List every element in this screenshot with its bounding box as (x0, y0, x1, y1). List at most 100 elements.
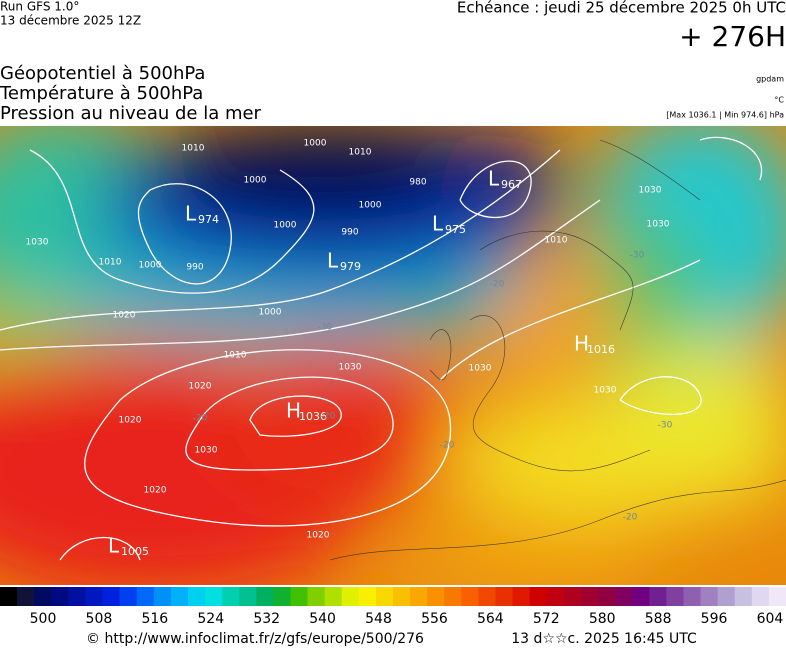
colorbar-cell (222, 587, 240, 606)
colorbar: 500 508 516 524 532 540 548 556 564 572 580 588 596 6… (0, 587, 786, 627)
isobar-label: 1030 (339, 363, 362, 373)
isobar-label: 1010 (182, 144, 205, 154)
colorbar-cell (85, 587, 104, 606)
footer-source: © http://www.infoclimat.fr/z/gfs/europe/… (86, 631, 424, 647)
valid-time: Echéance : jeudi 25 décembre 2025 0h UTC (457, 0, 786, 17)
isobar-label: 1020 (144, 486, 167, 496)
coastlines (329, 139, 786, 561)
colorbar-cell (153, 587, 172, 606)
unit-geopotential: gpdam (756, 75, 784, 84)
colorbar-cell (119, 587, 138, 606)
center-value: 974 (198, 213, 219, 226)
colorbar-cell (751, 587, 770, 606)
isobar-label: 1030 (195, 446, 218, 456)
isobar-label: 1010 (99, 258, 122, 268)
center-value: 967 (501, 178, 522, 191)
colorbar-cell (393, 587, 411, 606)
colorbar-cell (529, 587, 548, 606)
colorbar-tick-label: 588 (645, 611, 672, 627)
temperature-label: -20 (490, 280, 505, 290)
isobar-label: 1020 (189, 382, 212, 392)
isobar-label: 990 (341, 228, 358, 238)
isobar-label: 1020 (307, 531, 330, 541)
center-value: 979 (340, 260, 361, 273)
center-letter: L (185, 202, 197, 226)
colorbar-cell (734, 587, 753, 606)
isobar-label: 1020 (113, 311, 136, 321)
colorbar-cell (205, 587, 223, 606)
colorbar-cell (700, 587, 719, 606)
colorbar-cell (68, 587, 86, 606)
colorbar-cell (649, 587, 667, 606)
run-label: Run GFS 1.0° (0, 0, 79, 14)
colorbar-cell (290, 587, 309, 606)
colorbar-cell (444, 587, 462, 606)
colorbar-tick-label: 548 (365, 611, 392, 627)
unit-temperature: °C (774, 96, 784, 105)
colorbar-tick-label: 532 (253, 611, 280, 627)
lead-time: + 276H (679, 20, 786, 53)
isobar-label: 1030 (469, 364, 492, 374)
temperature-label: -30 (318, 323, 333, 333)
colorbar-cell (375, 587, 394, 606)
center-value: 1036 (299, 410, 327, 423)
colorbar-cell (0, 587, 18, 606)
colorbar-cell (632, 587, 650, 606)
title-pressure: Pression au niveau de la mer (0, 103, 262, 124)
colorbar-cell (563, 587, 582, 606)
colorbar-tick-label: 508 (86, 611, 113, 627)
footer-generated: 13 d☆☆c. 2025 16:45 UTC (511, 631, 697, 647)
title-temperature: Température à 500hPa (0, 83, 203, 104)
title-geopotential: Géopotentiel à 500hPa (0, 63, 205, 84)
isobar-label: 1000 (139, 261, 162, 271)
colorbar-cell (34, 587, 52, 606)
isobars (0, 136, 763, 561)
isobar-label: 1030 (639, 186, 662, 196)
isobar-label: 1010 (349, 148, 372, 158)
isobar-label: 1030 (594, 386, 617, 396)
temperature-label: -20 (623, 513, 638, 523)
center-letter: H (574, 332, 589, 356)
center-letter: L (488, 167, 500, 191)
center-letter: L (108, 534, 120, 558)
colorbar-cell (256, 587, 274, 606)
colorbar-cell (239, 587, 257, 606)
center-letter: L (327, 249, 339, 273)
center-value: 975 (445, 223, 466, 236)
isobar-label: 1010 (224, 351, 247, 361)
center-letter: H (286, 399, 301, 423)
colorbar-tick-label: 572 (533, 611, 560, 627)
temperature-label: -30 (630, 251, 645, 261)
isobar-label: 1000 (274, 221, 297, 231)
temperature-label: -20 (193, 414, 208, 424)
center-letter: L (432, 212, 444, 236)
isobar-label: 1030 (26, 238, 49, 248)
isobar-label: 1000 (359, 201, 382, 211)
colorbar-cell (341, 587, 360, 606)
isobar-label: 1000 (244, 176, 267, 186)
colorbar-cell (307, 587, 326, 606)
center-value: 1005 (121, 545, 149, 558)
colorbar-cell (136, 587, 155, 606)
colorbar-cell (461, 587, 479, 606)
colorbar-cell (324, 587, 343, 606)
center-value: 1016 (587, 343, 615, 356)
isobar-label: 1010 (545, 236, 568, 246)
colorbar-cell (273, 587, 291, 606)
temperature-label: -20 (321, 412, 336, 422)
unit-pressure: [Max 1036.1 | Min 974.6] hPa (666, 111, 784, 120)
isobar-label: 1000 (304, 139, 327, 149)
colorbar-cell (495, 587, 514, 606)
run-date: 13 décembre 2025 12Z (0, 14, 141, 28)
colorbar-cell (17, 587, 35, 606)
colorbar-cell (546, 587, 565, 606)
colorbar-tick-label: 540 (309, 611, 336, 627)
colorbar-cell (410, 587, 428, 606)
colorbar-tick-label: 500 (30, 611, 57, 627)
isobar-label: 1000 (259, 308, 282, 318)
isobar-label: 1020 (119, 416, 142, 426)
colorbar-tick-label: 580 (589, 611, 616, 627)
temperature-label: -20 (440, 441, 455, 451)
